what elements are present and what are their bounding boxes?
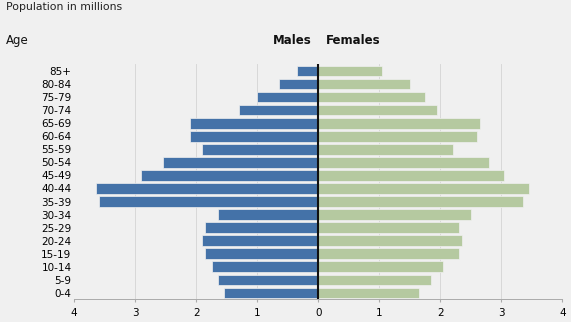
Bar [297,66,319,76]
Bar [319,118,480,128]
Bar [206,222,319,233]
Bar [218,209,319,220]
Bar [99,196,319,207]
Bar [319,196,523,207]
Text: Population in millions: Population in millions [6,2,122,12]
Bar [319,105,437,116]
Bar [190,118,319,128]
Bar [319,183,529,194]
Bar [190,131,319,142]
Bar [319,170,504,181]
Bar [239,105,319,116]
Bar [218,275,319,285]
Bar [319,144,453,155]
Bar [224,288,319,298]
Bar [211,261,319,272]
Text: Males: Males [272,34,311,47]
Bar [319,79,410,89]
Bar [319,235,462,246]
Bar [319,222,459,233]
Bar [319,248,459,259]
Bar [319,131,477,142]
Bar [279,79,319,89]
Bar [142,170,319,181]
Bar [202,144,319,155]
Bar [319,261,444,272]
Text: Age: Age [6,34,29,47]
Bar [319,288,419,298]
Bar [206,248,319,259]
Bar [202,235,319,246]
Bar [319,66,383,76]
Bar [319,157,489,168]
Bar [95,183,319,194]
Bar [319,275,431,285]
Bar [319,92,425,102]
Text: Females: Females [325,34,380,47]
Bar [319,209,471,220]
Bar [258,92,319,102]
Bar [163,157,319,168]
